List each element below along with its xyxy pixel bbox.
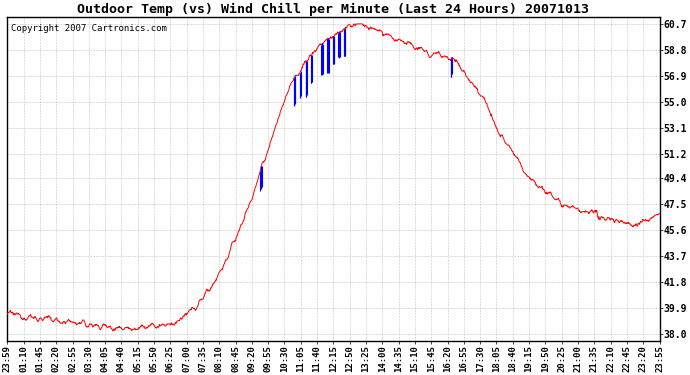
Title: Outdoor Temp (vs) Wind Chill per Minute (Last 24 Hours) 20071013: Outdoor Temp (vs) Wind Chill per Minute … xyxy=(77,3,589,16)
Text: Copyright 2007 Cartronics.com: Copyright 2007 Cartronics.com xyxy=(10,24,166,33)
